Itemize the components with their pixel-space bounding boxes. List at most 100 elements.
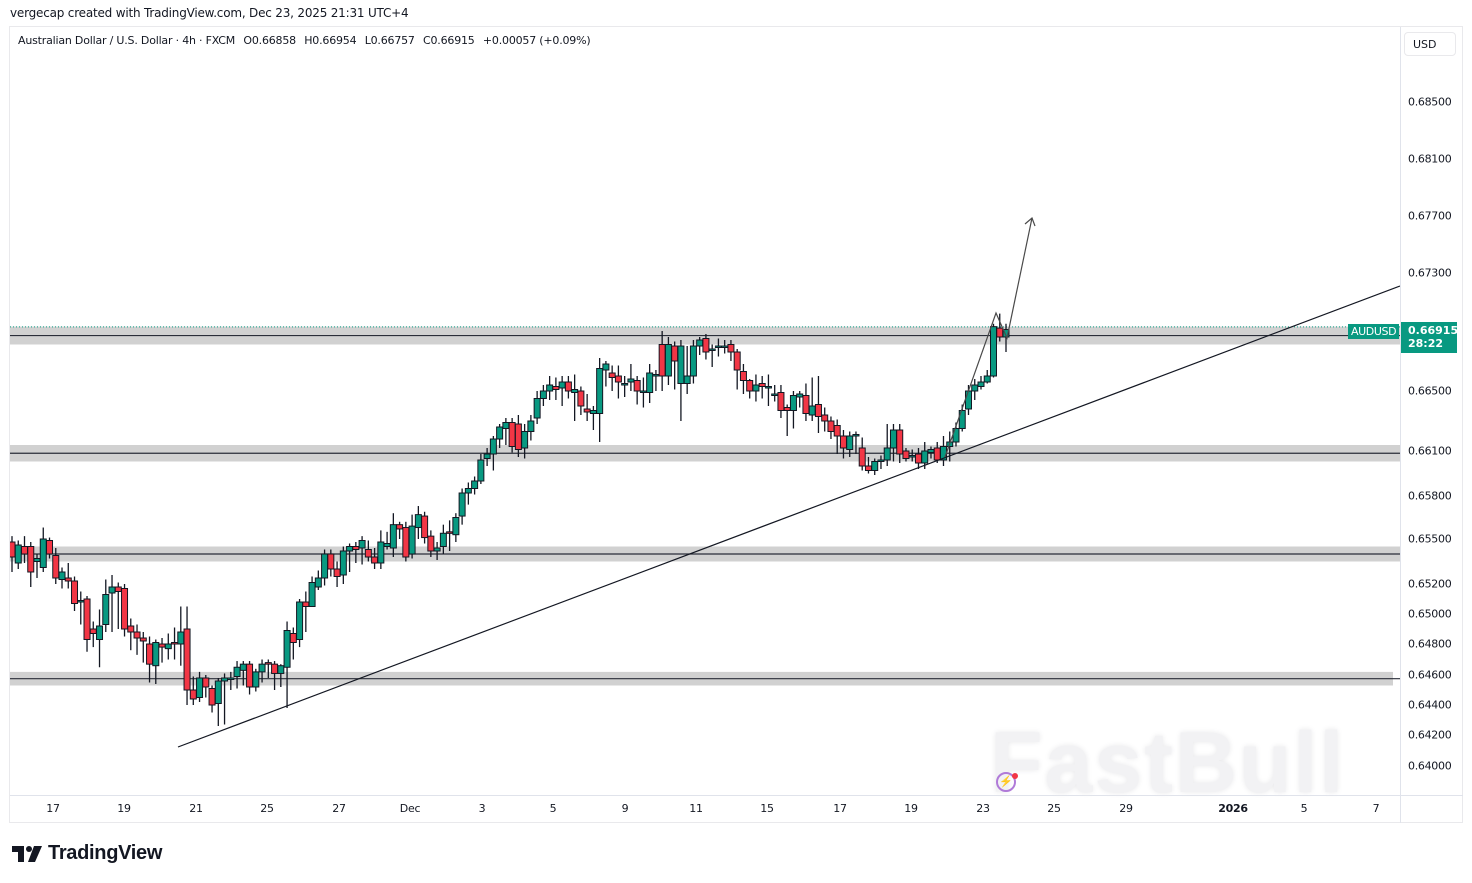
candle-body (602, 363, 610, 371)
candle-body (627, 378, 635, 383)
candle-body (146, 643, 154, 665)
candle-body (139, 637, 147, 642)
candle-body (839, 435, 847, 449)
candle-body (902, 450, 910, 459)
price-axis-label: 0.67700 (1408, 209, 1452, 223)
price-axis-label: 0.64200 (1408, 728, 1452, 742)
candle-body (739, 371, 747, 381)
candle-body (64, 577, 72, 582)
candle-body (289, 633, 297, 643)
candle-body (964, 390, 972, 410)
candle-body (421, 515, 429, 539)
candle-body (821, 414, 829, 422)
candle-body (214, 680, 222, 704)
time-axis-label: 21 (189, 802, 203, 815)
candle-body (439, 532, 447, 547)
candle-body (577, 390, 585, 407)
candle-body (571, 389, 579, 393)
candle-body (783, 407, 791, 411)
candle-body (671, 345, 679, 362)
time-axis-label: 25 (260, 802, 274, 815)
projection-path (944, 217, 1033, 458)
candle-body (871, 461, 879, 471)
candle-body (102, 594, 110, 625)
candle-body (521, 431, 529, 449)
time-axis-label: 19 (117, 802, 131, 815)
time-axis-label: 25 (1047, 802, 1061, 815)
candle-body (621, 383, 629, 386)
fastbull-watermark: FastBull (990, 715, 1346, 811)
candle-body (252, 671, 260, 688)
price-chart-plot[interactable] (10, 27, 1400, 795)
candle-body (777, 392, 785, 411)
candle-body (433, 547, 441, 552)
candle-body (758, 383, 766, 387)
notification-dot-icon (1012, 773, 1018, 779)
candle-body (658, 344, 666, 377)
candle-body (152, 642, 160, 667)
candle-body (833, 425, 841, 437)
candle-body (546, 384, 554, 392)
candle-body (471, 480, 479, 489)
candle-body (752, 384, 760, 392)
candle-body (202, 677, 210, 688)
candle-body (614, 375, 622, 383)
time-axis-label: 27 (332, 802, 346, 815)
candle-body (71, 580, 79, 604)
candle-body (864, 465, 872, 471)
candle-body (27, 546, 35, 573)
candle-body (383, 543, 391, 547)
candle-body (396, 524, 404, 530)
candle-body (189, 689, 197, 700)
candle-body (933, 447, 941, 461)
candle-body (883, 447, 891, 461)
candle-body (677, 345, 685, 384)
time-axis[interactable] (10, 795, 1400, 823)
candle-body (114, 586, 122, 592)
candle-body (158, 643, 166, 648)
candle-body (14, 544, 22, 564)
candle-body (96, 625, 104, 640)
candle-body (689, 345, 697, 377)
price-axis-label: 0.67300 (1408, 266, 1452, 280)
candle-body (764, 386, 772, 389)
candle-body (183, 628, 191, 691)
candle-body (789, 395, 797, 411)
price-axis-label: 0.65200 (1408, 577, 1452, 591)
legend-low: L0.66757 (364, 34, 415, 47)
time-axis-label: 2026 (1218, 802, 1248, 815)
candle-body (921, 450, 929, 464)
current-price-tag: 0.66915 28:22 (1401, 322, 1458, 353)
candle-body (583, 408, 591, 413)
candle-body (727, 344, 735, 353)
candle-body (508, 422, 516, 447)
candle-body (502, 422, 510, 429)
price-axis[interactable] (1400, 27, 1463, 795)
candle-body (321, 553, 329, 579)
candle-body (239, 663, 247, 671)
price-axis-label: 0.65500 (1408, 532, 1452, 546)
candle-body (246, 663, 254, 688)
time-axis-label: 5 (1300, 802, 1308, 815)
candle-body (371, 556, 379, 564)
candle-body (264, 662, 272, 665)
candle-body (427, 535, 435, 552)
price-axis-label: 0.68100 (1408, 152, 1452, 166)
candle-body (721, 345, 729, 348)
candle-body (733, 351, 741, 371)
candle-body (164, 643, 172, 650)
candle-body (89, 628, 97, 634)
currency-button[interactable]: USD (1404, 32, 1456, 56)
candle-body (527, 420, 535, 432)
candle-body (664, 344, 672, 377)
candle-body (358, 540, 366, 549)
time-axis-label: 15 (760, 802, 774, 815)
legend-open: O0.66858 (243, 34, 296, 47)
candle-body (564, 381, 572, 392)
candle-body (802, 395, 810, 414)
candle-body (989, 326, 997, 377)
candle-body (121, 588, 129, 630)
candle-body (408, 525, 416, 555)
candle-body (10, 541, 16, 558)
brand-name: TradingView (48, 842, 163, 864)
